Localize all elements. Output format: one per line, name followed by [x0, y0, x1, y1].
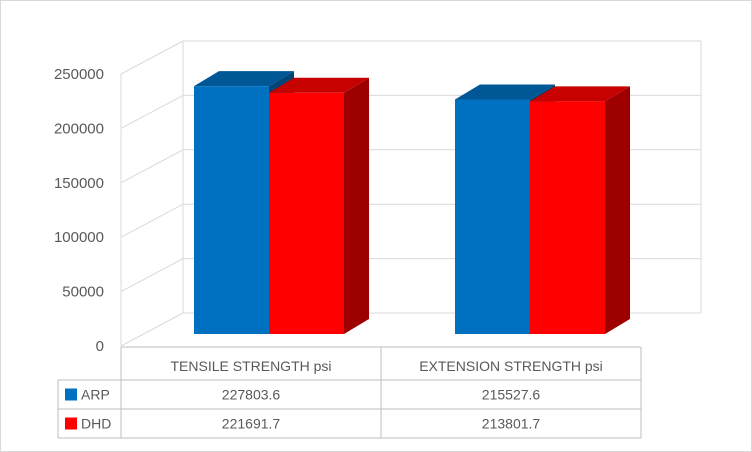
y-tick-label: 250000 [54, 66, 104, 83]
side-gridline [120, 149, 184, 184]
legend-label: DHD [81, 416, 111, 432]
side-gridline [120, 40, 184, 75]
bar [194, 86, 269, 334]
bar-top [269, 77, 369, 93]
y-tick-label: 150000 [54, 175, 104, 192]
x-category-label: EXTENSION STRENGTH psi [419, 358, 603, 374]
bar-top [530, 86, 630, 102]
bar [530, 101, 605, 334]
bar [269, 92, 344, 334]
side-gridline [120, 94, 184, 129]
x-category-label: TENSILE STRENGTH psi [170, 358, 331, 374]
side-gridline [120, 203, 184, 238]
legend-key [65, 417, 77, 430]
y-tick-label: 50000 [62, 284, 104, 301]
y-tick-label: 200000 [54, 120, 104, 137]
legend-key [65, 388, 77, 401]
data-value-label: 227803.6 [222, 387, 281, 403]
side-gridline [120, 258, 184, 293]
data-value-label: 213801.7 [482, 416, 541, 432]
bar [455, 99, 530, 334]
bar-side [344, 77, 369, 334]
bar-top [194, 71, 294, 87]
bar-top [455, 84, 555, 100]
y-tick-label: 0 [96, 338, 104, 355]
y-tick-label: 100000 [54, 229, 104, 246]
side-gridline [120, 312, 184, 347]
data-value-label: 215527.6 [482, 387, 541, 403]
legend-label: ARP [81, 387, 110, 403]
data-value-label: 221691.7 [222, 416, 281, 432]
bar-side [605, 86, 630, 334]
